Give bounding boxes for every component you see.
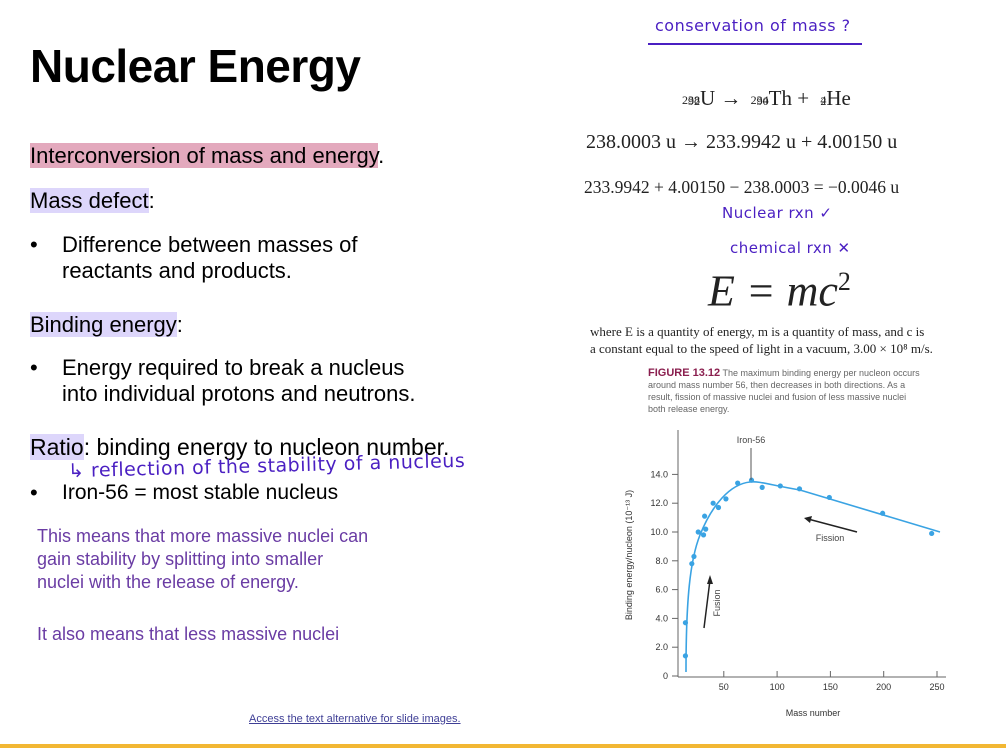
bullet-text-1: Difference between masses of xyxy=(62,232,358,257)
thorium-nuclide: 234 90 xyxy=(750,93,769,108)
text-alternative-link[interactable]: Access the text alternative for slide im… xyxy=(249,713,461,725)
decay-equation: 238 92 U → 234 90 Th + 4 2 He xyxy=(678,83,851,113)
binding-energy-chart: 0 2.0 4.0 6.0 8.0 10.0 12.0 14.0 Binding energy… xyxy=(624,430,946,718)
data-point xyxy=(710,500,716,506)
svg-text:8.0: 8.0 xyxy=(655,556,668,566)
svg-text:12.0: 12.0 xyxy=(650,498,668,508)
data-point xyxy=(929,530,935,537)
data-point xyxy=(748,477,755,483)
handwritten-chemical-rxn: chemical rxn ✕ xyxy=(730,239,851,257)
bullet-text-2: reactants and products. xyxy=(62,258,292,283)
emc2-explanation: where E is a quantity of energy, m is a … xyxy=(590,324,933,356)
para-line: It also means that less massive nuclei xyxy=(37,624,340,644)
bullet-icon: • xyxy=(30,232,38,257)
data-point xyxy=(735,480,741,486)
data-point xyxy=(826,494,832,501)
data-point xyxy=(702,513,708,519)
handwritten-title-conservation: conservation of mass ? xyxy=(655,16,851,35)
svg-text:250: 250 xyxy=(929,682,944,692)
data-point xyxy=(695,529,701,535)
explanation-paragraph-2: It also means that less massive nuclei xyxy=(37,623,339,646)
svg-text:Fusion: Fusion xyxy=(712,589,722,616)
mass-difference-equation: 233.9942 + 4.00150 − 238.0003 = −0.0046 … xyxy=(584,177,900,197)
data-point xyxy=(703,526,709,532)
data-point xyxy=(880,510,886,516)
figure-label: FIGURE 13.12 xyxy=(648,367,721,379)
svg-text:6.0: 6.0 xyxy=(655,585,668,595)
mass-defect-heading: Mass defect: xyxy=(30,187,155,215)
svg-text:4.0: 4.0 xyxy=(655,613,668,623)
svg-text:50: 50 xyxy=(719,682,729,692)
data-point xyxy=(700,532,707,538)
binding-energy-heading: Binding energy: xyxy=(30,311,183,339)
binding-energy-highlight: Binding energy xyxy=(30,312,177,337)
fusion-arrow: Fusion xyxy=(703,575,722,629)
fit-curve xyxy=(685,481,941,673)
svg-text:200: 200 xyxy=(876,682,891,692)
bullet-icon: • xyxy=(30,480,38,505)
bullet-text-1: Energy required to break a nucleus xyxy=(62,355,405,380)
data-point xyxy=(691,553,697,560)
figure-caption: FIGURE 13.12 The maximum binding energy … xyxy=(648,367,920,414)
svg-text:Mass number: Mass number xyxy=(786,708,841,718)
emc2-equation: E = mc2 xyxy=(708,266,851,316)
bullet-text: Iron-56 = most stable nucleus xyxy=(62,481,339,504)
iron-56-annotation: Iron-56 xyxy=(737,435,766,480)
svg-text:Binding energy/nucleon (10⁻¹³: Binding energy/nucleon (10⁻¹³ J) xyxy=(624,490,634,620)
handwritten-underline xyxy=(648,43,862,45)
svg-text:14.0: 14.0 xyxy=(650,469,668,479)
mass-equation: 238.0003 u → 233.9942 u + 4.00150 u xyxy=(586,131,898,153)
colon: : xyxy=(148,188,155,213)
bullet-icon: • xyxy=(30,355,38,380)
explanation-paragraph-1: This means that more massive nuclei can … xyxy=(37,525,368,594)
svg-text:150: 150 xyxy=(823,682,838,692)
handwritten-nuclear-rxn: Nuclear rxn ✓ xyxy=(722,204,833,222)
svg-text:100: 100 xyxy=(770,682,785,692)
data-point xyxy=(689,561,695,567)
interconversion-line: Interconversion of mass and energy. xyxy=(30,142,384,170)
svg-text:0: 0 xyxy=(663,671,668,681)
data-point xyxy=(796,486,803,492)
period: . xyxy=(378,143,385,168)
ratio-highlight: Ratio xyxy=(30,434,84,460)
mass-defect-highlight: Mass defect xyxy=(30,188,149,213)
interconversion-highlight: Interconversion of mass and energy xyxy=(30,143,379,168)
data-point xyxy=(777,483,783,489)
bullet-text-2: into individual protons and neutrons. xyxy=(62,381,416,406)
svg-text:Fission: Fission xyxy=(816,533,845,543)
ratio-text: : binding energy to nucleon number. xyxy=(83,434,450,460)
iron-bullet: • Iron-56 = most stable nucleus xyxy=(30,480,430,506)
arrow: → xyxy=(720,86,742,110)
para-line: nuclei with the release of energy. xyxy=(37,572,299,592)
svg-text:10.0: 10.0 xyxy=(650,527,668,537)
bottom-accent-bar xyxy=(0,744,1006,748)
data-point xyxy=(682,620,689,626)
data-point xyxy=(759,484,765,490)
fission-arrow: Fission xyxy=(804,516,858,543)
para-line: This means that more massive nuclei can xyxy=(37,526,369,546)
y-axis: 0 2.0 4.0 6.0 8.0 10.0 12.0 14.0 Binding energy… xyxy=(624,430,679,681)
svg-text:2.0: 2.0 xyxy=(655,642,668,652)
data-point xyxy=(682,653,689,659)
svg-text:Iron-56: Iron-56 xyxy=(737,435,766,445)
mass-defect-bullet: • Difference between masses of reactants… xyxy=(30,232,470,288)
binding-energy-bullet: • Energy required to break a nucleus int… xyxy=(30,355,490,411)
ratio-heading: Ratio: binding energy to nucleon number. xyxy=(30,433,449,461)
colon: : xyxy=(176,312,183,337)
uranium-nuclide: 238 92 xyxy=(682,93,700,108)
para-line: gain stability by splitting into smaller xyxy=(37,549,324,569)
data-point xyxy=(723,496,729,502)
slide-title: Nuclear Energy xyxy=(30,40,361,92)
data-point xyxy=(715,504,722,511)
x-axis: 50 100 150 200 250 Mass number xyxy=(678,671,946,718)
